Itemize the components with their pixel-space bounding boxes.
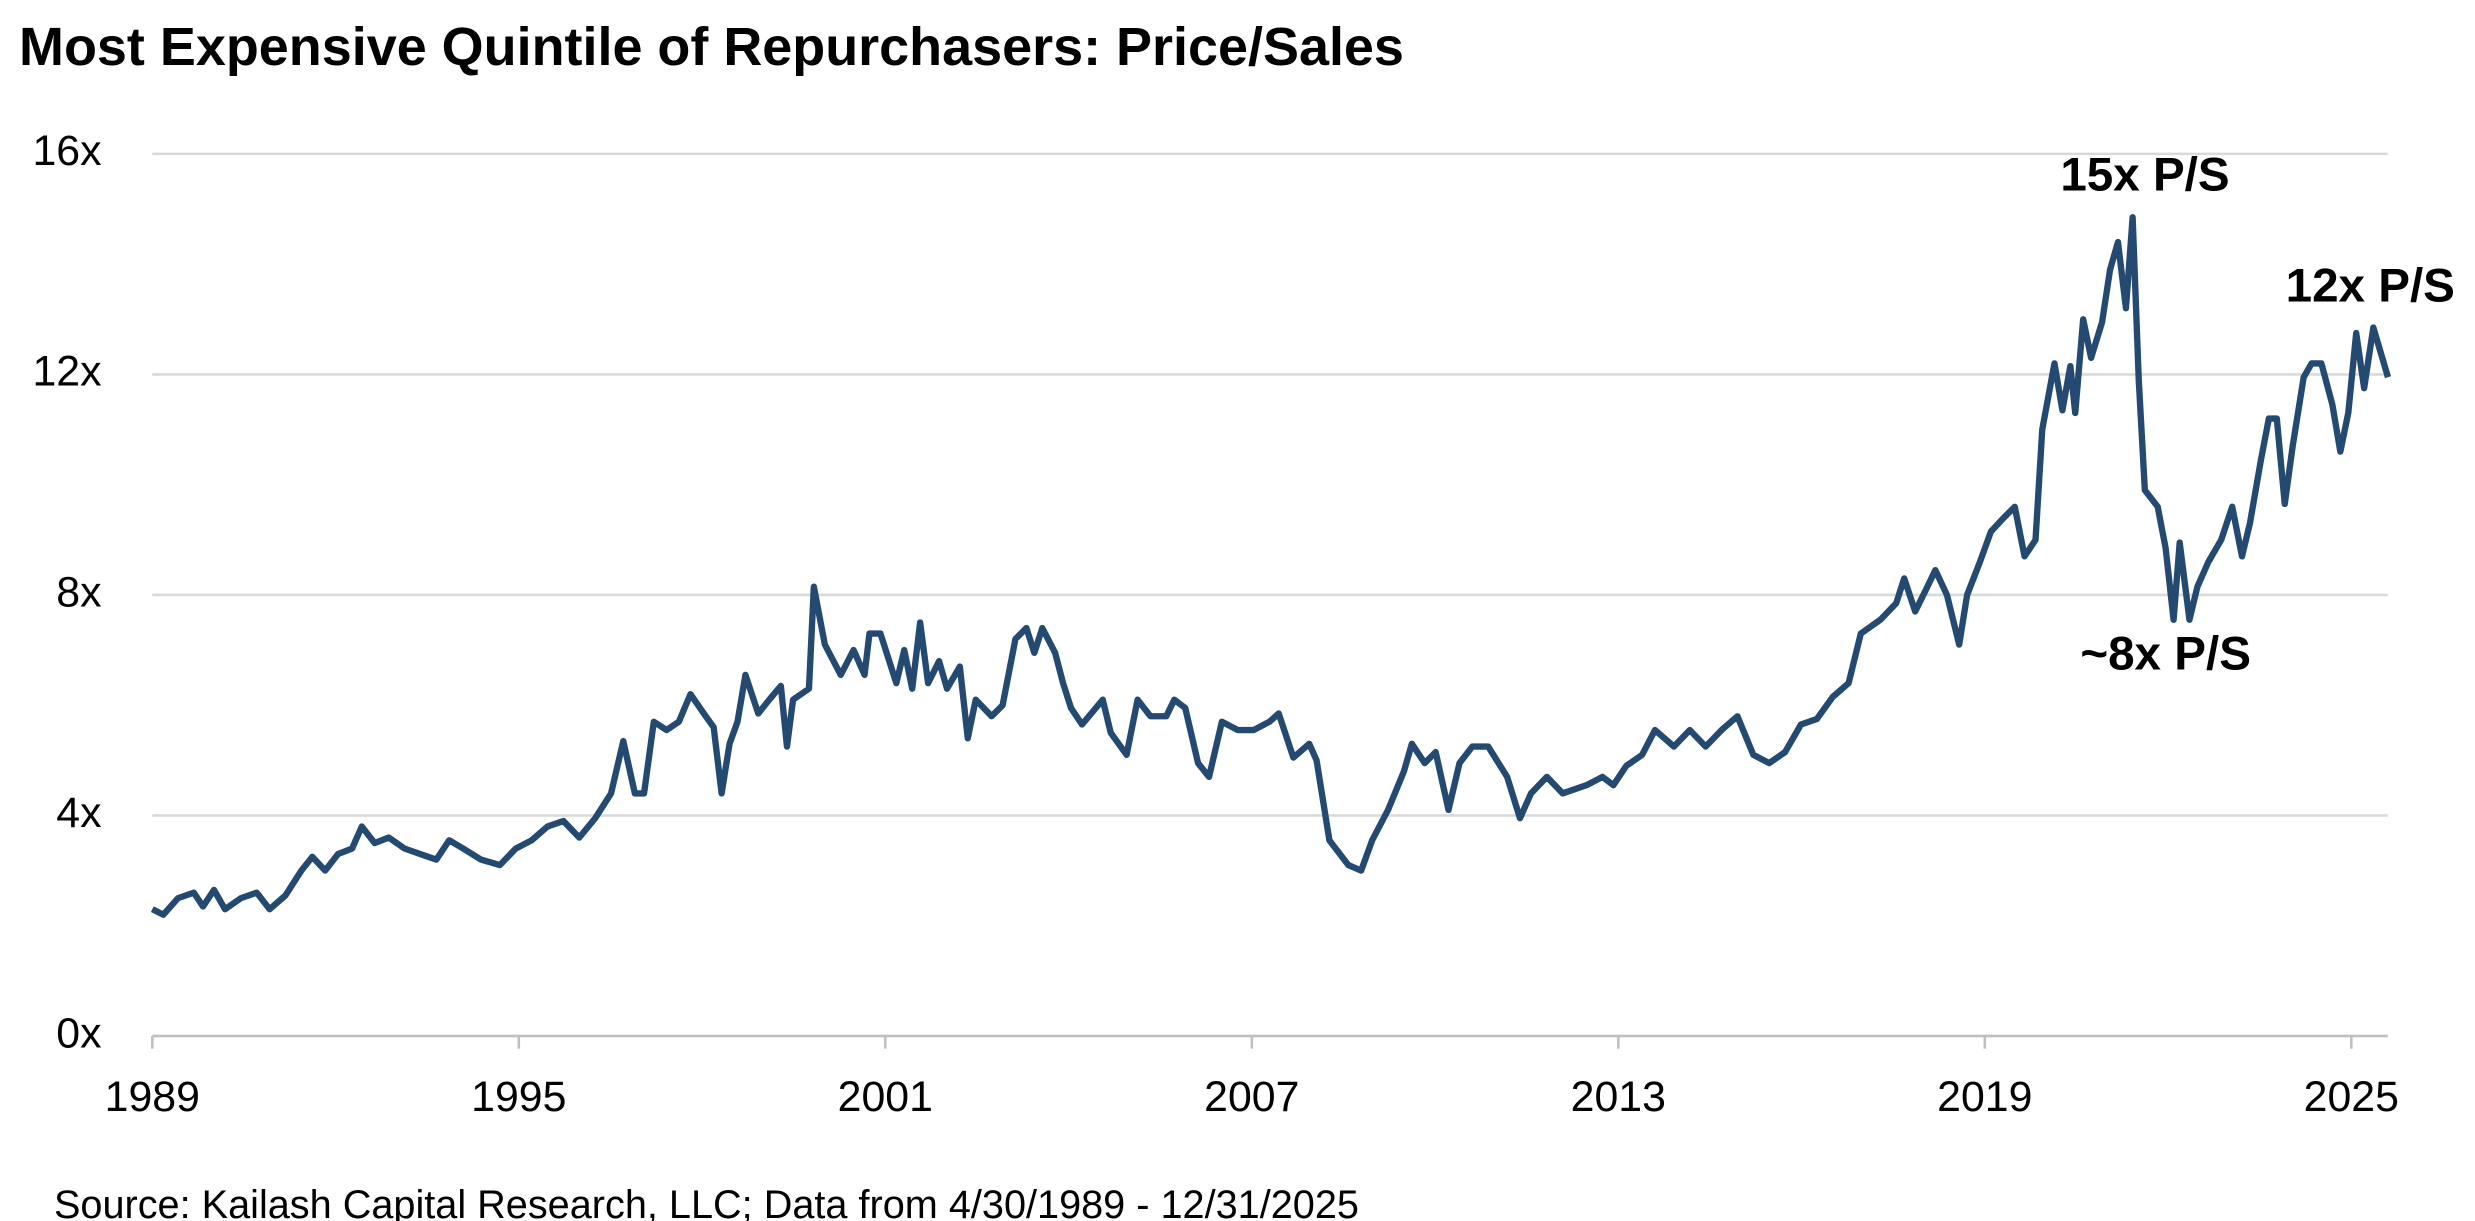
source-note: Source: Kailash Capital Research, LLC; D… <box>54 1183 1359 1221</box>
x-tick-label: 2007 <box>1204 1073 1299 1121</box>
x-tick-label: 1989 <box>105 1073 200 1121</box>
y-tick-label: 4x <box>56 789 101 837</box>
price-sales-line <box>150 214 2392 918</box>
annotation: 15x P/S <box>2060 148 2229 201</box>
x-tick-label: 1995 <box>471 1073 566 1121</box>
x-tick-label: 2013 <box>1571 1073 1666 1121</box>
y-tick-label: 0x <box>56 1009 101 1057</box>
x-tick-label: 2025 <box>2304 1073 2399 1121</box>
annotation: ~8x P/S <box>2080 627 2251 680</box>
y-tick-label: 12x <box>32 348 101 396</box>
x-tick-label: 2019 <box>1937 1073 2032 1121</box>
y-tick-label: 16x <box>32 127 101 175</box>
annotation: 12x P/S <box>2286 259 2455 312</box>
y-tick-label: 8x <box>56 568 101 616</box>
chart-title: Most Expensive Quintile of Repurchasers:… <box>19 17 1404 77</box>
x-tick-label: 2001 <box>838 1073 933 1121</box>
